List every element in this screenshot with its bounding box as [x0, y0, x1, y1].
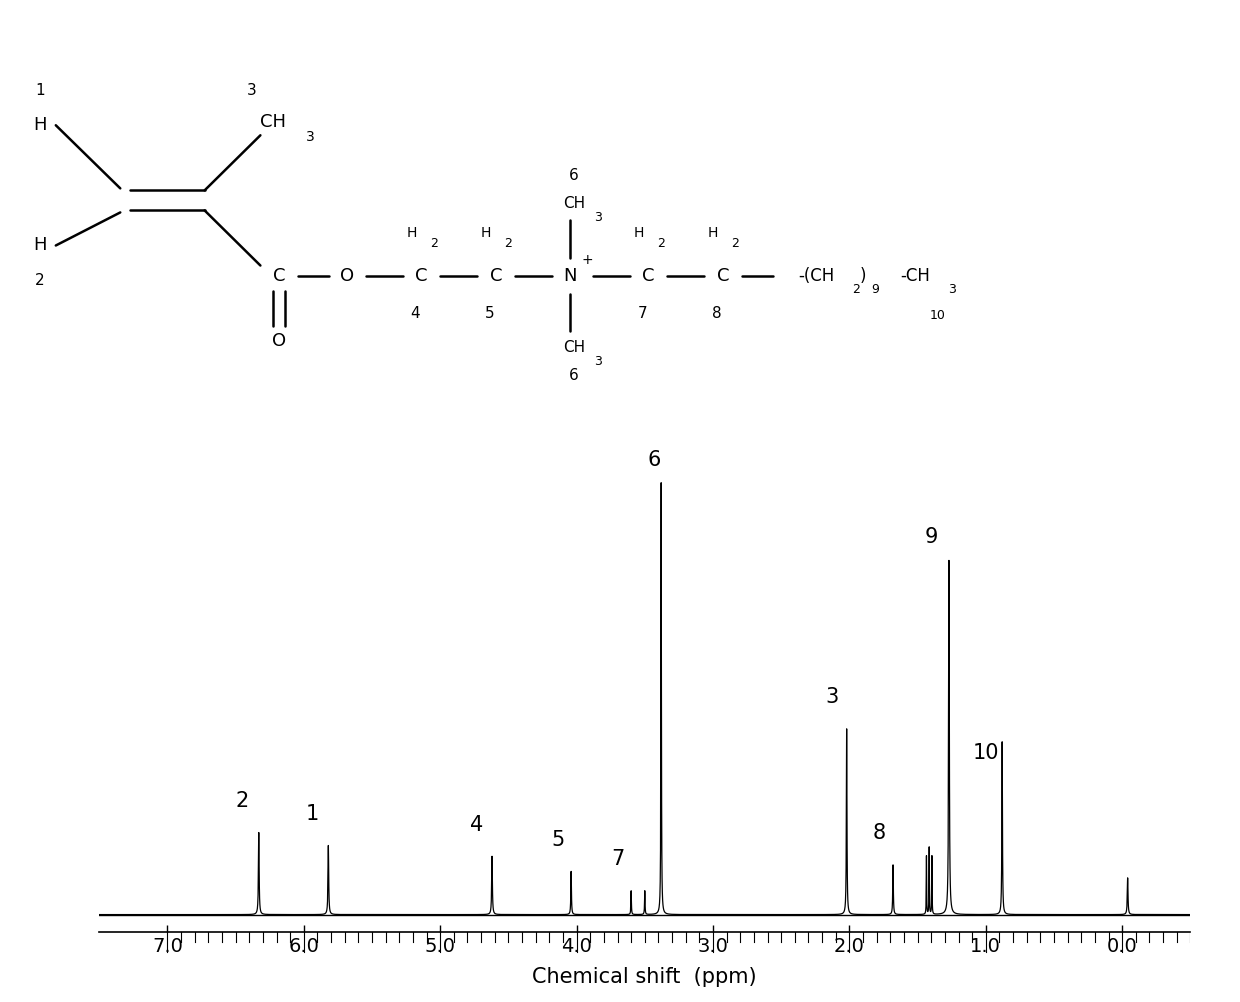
Text: CH: CH: [260, 113, 285, 131]
Text: 10: 10: [972, 743, 999, 764]
Text: N: N: [564, 267, 577, 285]
Text: 3: 3: [305, 130, 315, 144]
Text: C: C: [642, 267, 655, 285]
X-axis label: Chemical shift  (ppm): Chemical shift (ppm): [532, 967, 758, 987]
Text: C: C: [490, 267, 502, 285]
Text: 2: 2: [236, 791, 249, 811]
Text: H: H: [708, 226, 718, 240]
Text: 2: 2: [732, 237, 739, 249]
Text: 6: 6: [569, 369, 579, 383]
Text: 10: 10: [930, 310, 945, 322]
Text: 6: 6: [647, 450, 661, 470]
Text: H: H: [634, 226, 644, 240]
Text: 5: 5: [551, 830, 564, 850]
Text: 3: 3: [949, 284, 956, 296]
Text: CH: CH: [563, 196, 585, 210]
Text: 8: 8: [873, 824, 885, 844]
Text: 4: 4: [470, 815, 484, 835]
Text: O: O: [272, 332, 286, 350]
Text: C: C: [273, 267, 285, 285]
Text: 7: 7: [611, 850, 624, 869]
Text: 8: 8: [712, 307, 722, 321]
Text: H: H: [407, 226, 417, 240]
Text: H: H: [33, 236, 46, 255]
Text: 2: 2: [657, 237, 665, 249]
Text: 3: 3: [594, 211, 601, 223]
Text: 9: 9: [872, 284, 879, 296]
Text: 2: 2: [852, 284, 859, 296]
Text: CH: CH: [563, 341, 585, 355]
Text: ): ): [859, 267, 867, 285]
Text: 6: 6: [569, 168, 579, 182]
Text: -CH: -CH: [900, 267, 930, 285]
Text: 2: 2: [505, 237, 512, 249]
Text: 7: 7: [637, 307, 647, 321]
Text: C: C: [717, 267, 729, 285]
Text: O: O: [340, 267, 355, 285]
Text: +: +: [582, 253, 594, 267]
Text: H: H: [481, 226, 491, 240]
Text: 9: 9: [925, 527, 937, 547]
Text: 2: 2: [35, 274, 45, 288]
Text: 3: 3: [825, 687, 838, 707]
Text: 3: 3: [594, 356, 601, 368]
Text: 2: 2: [430, 237, 438, 249]
Text: 5: 5: [485, 307, 495, 321]
Text: 3: 3: [247, 83, 257, 97]
Text: H: H: [33, 116, 46, 134]
Text: 4: 4: [410, 307, 420, 321]
Text: C: C: [415, 267, 428, 285]
Text: 1: 1: [305, 804, 319, 824]
Text: 1: 1: [35, 83, 45, 97]
Text: -(CH: -(CH: [797, 267, 835, 285]
